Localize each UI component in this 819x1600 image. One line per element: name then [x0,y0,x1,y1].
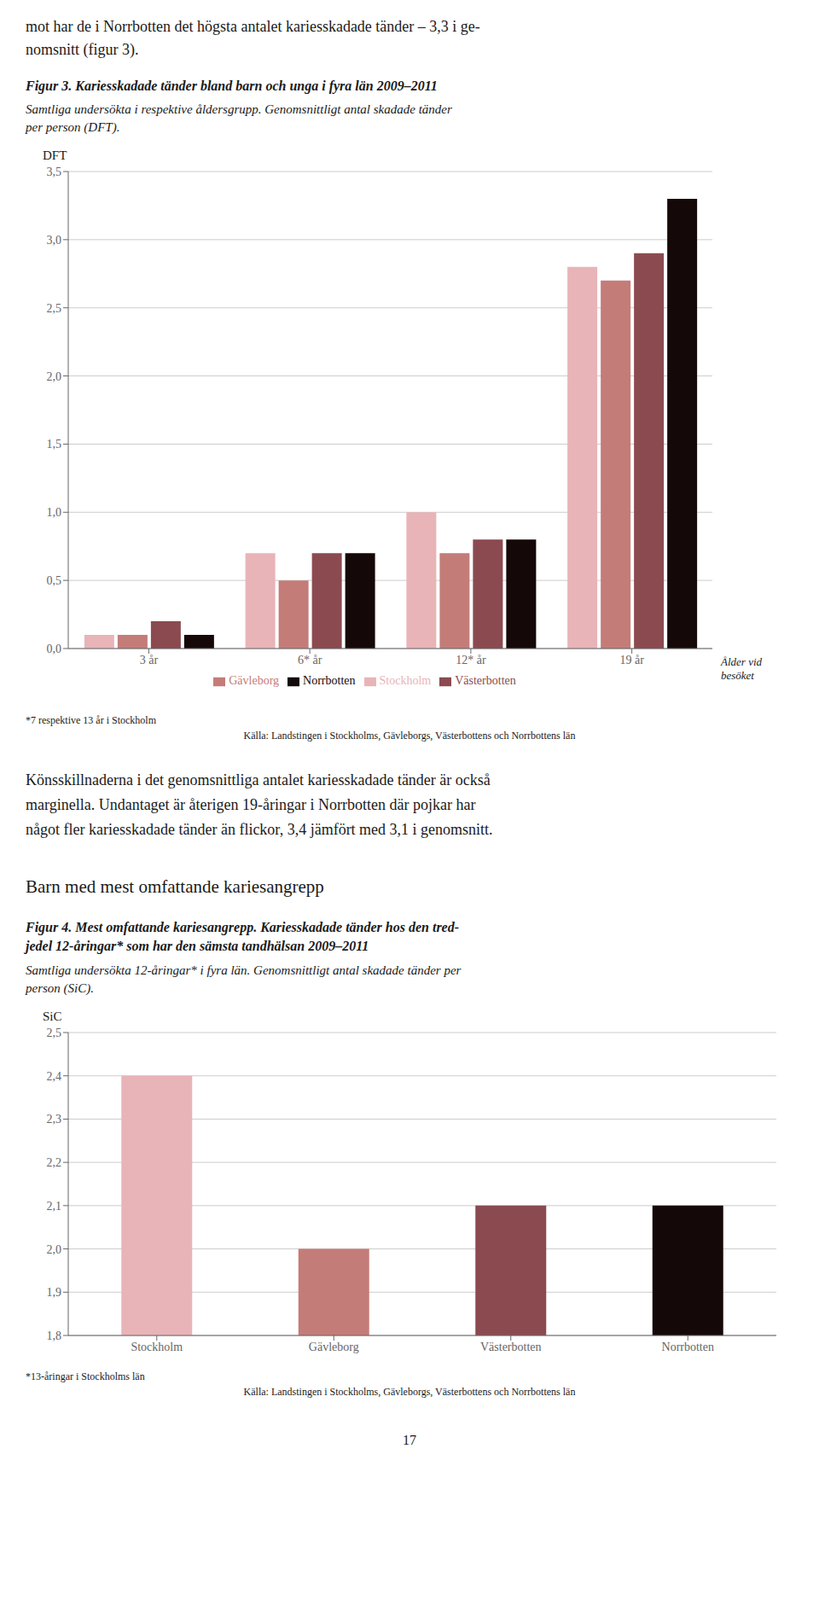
svg-text:19 år: 19 år [619,653,645,667]
svg-text:2,3: 2,3 [46,1112,63,1126]
svg-text:2,0: 2,0 [46,1242,63,1255]
svg-text:Gävleborg: Gävleborg [308,1340,360,1354]
html-text:Ålder vid besöket: Ålder vid besöket [720,655,762,682]
svg-text:0,5: 0,5 [46,575,63,588]
svg-text:3,5: 3,5 [46,165,63,179]
html-text:Figur 4. Mest omfattande karie: Figur 4. Mest omfattande kariesangrepp. … [25,919,459,954]
svg-text:1,5: 1,5 [46,438,63,452]
svg-text:1,9: 1,9 [46,1285,63,1299]
svg-text:Norrbotten: Norrbotten [662,1340,715,1354]
html-text:DFT: DFT [42,148,67,163]
html-text:Könsskillnaderna i det genomsn: Könsskillnaderna i det genomsnittliga an… [25,771,493,838]
html-text:Källa: Landstingen i Stockholm: Källa: Landstingen i Stockholms, Gävlebo… [243,1385,576,1398]
html-text:Västerbotten: Västerbotten [454,674,516,688]
svg-text:2,1: 2,1 [46,1198,63,1212]
html-text:mot har de i Norrbotten det hö: mot har de i Norrbotten det högsta antal… [25,17,481,59]
html-text:Samtliga undersökta 12-åringar: Samtliga undersökta 12-åringar* i fyra l… [25,962,462,995]
svg-text:12* år: 12* år [455,653,487,667]
svg-text:6* år: 6* år [297,653,323,667]
svg-text:1,8: 1,8 [46,1329,63,1342]
svg-text:0,0: 0,0 [46,642,63,656]
html-text:Norrbotten: Norrbotten [302,674,356,688]
html-text:17: 17 [402,1432,417,1447]
html-text:Barn med mest omfattande karie: Barn med mest omfattande kariesangrepp [25,875,325,897]
html-text:*7 respektive 13 år i Stockhol: *7 respektive 13 år i Stockholm [25,714,157,727]
svg-text:Stockholm: Stockholm [130,1340,183,1354]
html-text:Figur 3. Kariesskadade tänder: Figur 3. Kariesskadade tänder bland barn… [25,78,438,93]
svg-text:3,0: 3,0 [46,233,63,247]
svg-text:Västerbotten: Västerbotten [480,1340,542,1354]
svg-text:1,0: 1,0 [46,506,63,520]
html-text:*13-åringar i Stockholms län: *13-åringar i Stockholms län [25,1369,145,1382]
html-text:Gävleborg: Gävleborg [228,674,280,688]
svg-text:2,5: 2,5 [46,1026,63,1040]
svg-text:2,4: 2,4 [46,1068,63,1082]
svg-text:2,5: 2,5 [46,302,63,315]
html-text:Samtliga undersökta i respekti: Samtliga undersökta i respektive åldersg… [25,102,452,135]
svg-text:3 år: 3 år [139,653,159,667]
html-text:SiC: SiC [42,1008,62,1023]
svg-text:2,2: 2,2 [46,1155,63,1169]
svg-text:2,0: 2,0 [46,370,63,384]
html-text:Källa: Landstingen i Stockholm: Källa: Landstingen i Stockholms, Gävlebo… [243,729,576,742]
html-text:Stockholm: Stockholm [379,674,431,688]
